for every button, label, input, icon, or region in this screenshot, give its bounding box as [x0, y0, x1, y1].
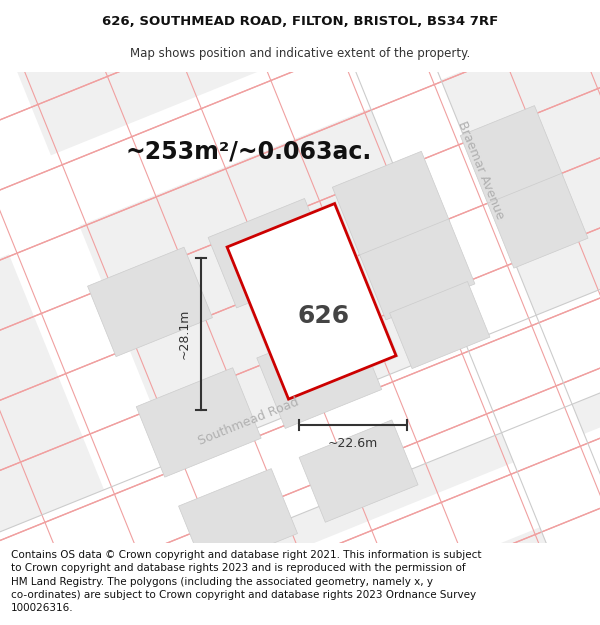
Polygon shape: [136, 368, 261, 477]
Polygon shape: [359, 219, 475, 320]
Polygon shape: [0, 0, 600, 529]
Polygon shape: [179, 469, 298, 571]
Polygon shape: [0, 72, 600, 543]
Polygon shape: [0, 291, 600, 625]
Polygon shape: [126, 0, 600, 625]
Polygon shape: [227, 204, 396, 399]
Text: Southmead Road: Southmead Road: [196, 396, 301, 448]
Polygon shape: [299, 420, 418, 522]
Polygon shape: [0, 0, 600, 467]
Polygon shape: [0, 0, 600, 590]
Polygon shape: [0, 0, 600, 349]
Polygon shape: [0, 109, 600, 625]
Polygon shape: [257, 319, 382, 429]
Polygon shape: [332, 151, 450, 258]
Text: 626, SOUTHMEAD ROAD, FILTON, BRISTOL, BS34 7RF: 626, SOUTHMEAD ROAD, FILTON, BRISTOL, BS…: [102, 15, 498, 28]
Text: Contains OS data © Crown copyright and database right 2021. This information is : Contains OS data © Crown copyright and d…: [11, 550, 481, 613]
Text: Braemar Avenue: Braemar Avenue: [455, 119, 506, 221]
Polygon shape: [0, 49, 600, 625]
Polygon shape: [0, 230, 600, 625]
Polygon shape: [488, 173, 588, 268]
Text: 626: 626: [298, 304, 350, 328]
Polygon shape: [0, 221, 600, 625]
Text: ~28.1m: ~28.1m: [178, 308, 191, 359]
Polygon shape: [0, 0, 600, 469]
Polygon shape: [460, 106, 563, 206]
Polygon shape: [88, 248, 212, 357]
Polygon shape: [0, 0, 434, 625]
Text: ~253m²/~0.063ac.: ~253m²/~0.063ac.: [125, 139, 371, 164]
Polygon shape: [0, 170, 600, 625]
Polygon shape: [0, 103, 600, 625]
Text: ~22.6m: ~22.6m: [328, 437, 378, 450]
Polygon shape: [389, 281, 490, 369]
Polygon shape: [208, 199, 333, 308]
Text: Map shows position and indicative extent of the property.: Map shows position and indicative extent…: [130, 47, 470, 59]
Polygon shape: [0, 0, 600, 409]
Polygon shape: [224, 201, 398, 402]
